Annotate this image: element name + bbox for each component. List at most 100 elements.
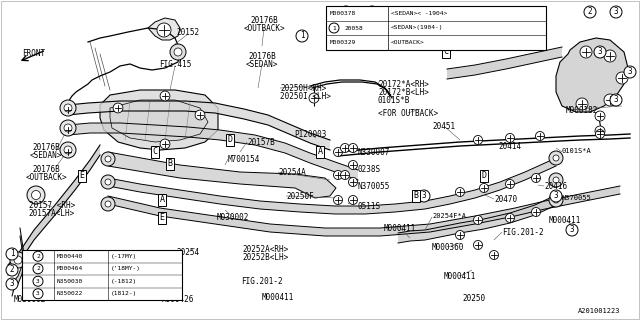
Text: 1: 1 — [332, 26, 336, 30]
Circle shape — [170, 44, 186, 60]
Circle shape — [101, 197, 115, 211]
Text: 20470: 20470 — [494, 195, 517, 204]
Text: 3: 3 — [614, 95, 618, 105]
Text: 2: 2 — [588, 7, 592, 17]
Text: <SEDAN>: <SEDAN> — [246, 60, 278, 69]
Text: 20157A<LH>: 20157A<LH> — [29, 209, 75, 218]
Circle shape — [63, 125, 72, 134]
Text: M000411: M000411 — [444, 272, 476, 281]
Text: 20157 <RH>: 20157 <RH> — [29, 201, 75, 210]
Text: P120003: P120003 — [294, 130, 326, 139]
Text: N370055: N370055 — [358, 182, 390, 191]
Text: 20254: 20254 — [177, 248, 200, 257]
Circle shape — [549, 151, 563, 165]
Text: 20254F*A: 20254F*A — [432, 213, 466, 219]
Text: 20172*A<RH>: 20172*A<RH> — [378, 80, 429, 89]
Text: 3: 3 — [598, 47, 602, 57]
Text: <SEDAN>(1904-): <SEDAN>(1904-) — [391, 26, 444, 30]
Text: M000411: M000411 — [384, 224, 416, 233]
Text: A: A — [317, 148, 323, 156]
Text: <SEDAN>< -1904>: <SEDAN>< -1904> — [391, 11, 447, 16]
Circle shape — [33, 251, 43, 261]
Circle shape — [329, 23, 339, 33]
Text: 20250I <LH>: 20250I <LH> — [280, 92, 331, 101]
Polygon shape — [100, 90, 218, 150]
Text: (-17MY): (-17MY) — [111, 254, 137, 259]
Text: B: B — [168, 159, 173, 169]
Text: A201001223: A201001223 — [577, 308, 620, 314]
Text: 20176B: 20176B — [250, 16, 278, 25]
Text: N350022: N350022 — [57, 291, 83, 296]
Polygon shape — [148, 18, 180, 40]
Circle shape — [580, 46, 592, 58]
Text: 20250: 20250 — [463, 294, 486, 303]
Text: N370055: N370055 — [562, 195, 592, 201]
Circle shape — [584, 6, 596, 18]
Circle shape — [160, 91, 170, 101]
Circle shape — [6, 248, 18, 260]
Circle shape — [474, 135, 483, 145]
Circle shape — [60, 120, 76, 136]
Text: 3: 3 — [628, 68, 632, 76]
Circle shape — [160, 139, 170, 149]
Circle shape — [604, 94, 616, 106]
Text: <SEDAN>: <SEDAN> — [30, 151, 62, 160]
Text: ('18MY-): ('18MY-) — [111, 266, 141, 271]
Circle shape — [113, 103, 123, 113]
Circle shape — [418, 190, 430, 202]
Text: <FOR OUTBACK>: <FOR OUTBACK> — [378, 109, 438, 118]
Circle shape — [456, 188, 465, 196]
Text: 20176B: 20176B — [248, 52, 276, 61]
Text: 3: 3 — [10, 279, 14, 289]
Text: M000378: M000378 — [330, 11, 356, 16]
Circle shape — [333, 148, 342, 156]
Circle shape — [105, 179, 111, 185]
Circle shape — [349, 161, 358, 170]
Circle shape — [174, 48, 182, 56]
Circle shape — [349, 178, 358, 187]
Text: <OUTBACK>: <OUTBACK> — [391, 40, 425, 45]
Circle shape — [340, 6, 352, 18]
Circle shape — [309, 93, 319, 103]
Circle shape — [31, 190, 40, 199]
Text: M000411: M000411 — [549, 216, 581, 225]
Text: M000329: M000329 — [330, 40, 356, 45]
Circle shape — [33, 289, 43, 299]
Text: 3: 3 — [614, 7, 618, 17]
Text: M000440: M000440 — [57, 254, 83, 259]
Circle shape — [64, 104, 72, 112]
Circle shape — [33, 264, 43, 274]
Text: 20451: 20451 — [433, 122, 456, 131]
Circle shape — [60, 142, 76, 158]
Text: 1: 1 — [10, 250, 14, 259]
Text: <OUTBACK>: <OUTBACK> — [25, 173, 67, 182]
Circle shape — [553, 155, 559, 161]
Text: 20254A: 20254A — [278, 168, 306, 177]
Text: 3: 3 — [554, 191, 558, 201]
Text: D: D — [481, 172, 486, 180]
Circle shape — [553, 197, 559, 203]
Text: 2: 2 — [36, 266, 40, 271]
Text: M000182: M000182 — [566, 106, 598, 115]
Text: 3: 3 — [36, 291, 40, 296]
Circle shape — [595, 130, 605, 139]
Circle shape — [594, 46, 606, 58]
Text: FIG.201-2: FIG.201-2 — [241, 277, 283, 286]
Circle shape — [105, 201, 111, 207]
Circle shape — [333, 196, 342, 204]
Circle shape — [549, 173, 563, 187]
Circle shape — [60, 100, 76, 116]
Text: 0511S: 0511S — [358, 202, 381, 211]
Text: 3: 3 — [570, 226, 574, 235]
Text: 0101S*B: 0101S*B — [378, 96, 410, 105]
Text: FIG.415: FIG.415 — [159, 60, 191, 69]
Text: 2: 2 — [36, 254, 40, 259]
Circle shape — [10, 252, 26, 268]
Text: N350030: N350030 — [57, 279, 83, 284]
FancyBboxPatch shape — [326, 6, 546, 50]
Circle shape — [64, 124, 72, 132]
FancyBboxPatch shape — [22, 250, 182, 300]
Circle shape — [340, 143, 349, 153]
Circle shape — [474, 241, 483, 250]
Text: 20176B: 20176B — [32, 165, 60, 174]
